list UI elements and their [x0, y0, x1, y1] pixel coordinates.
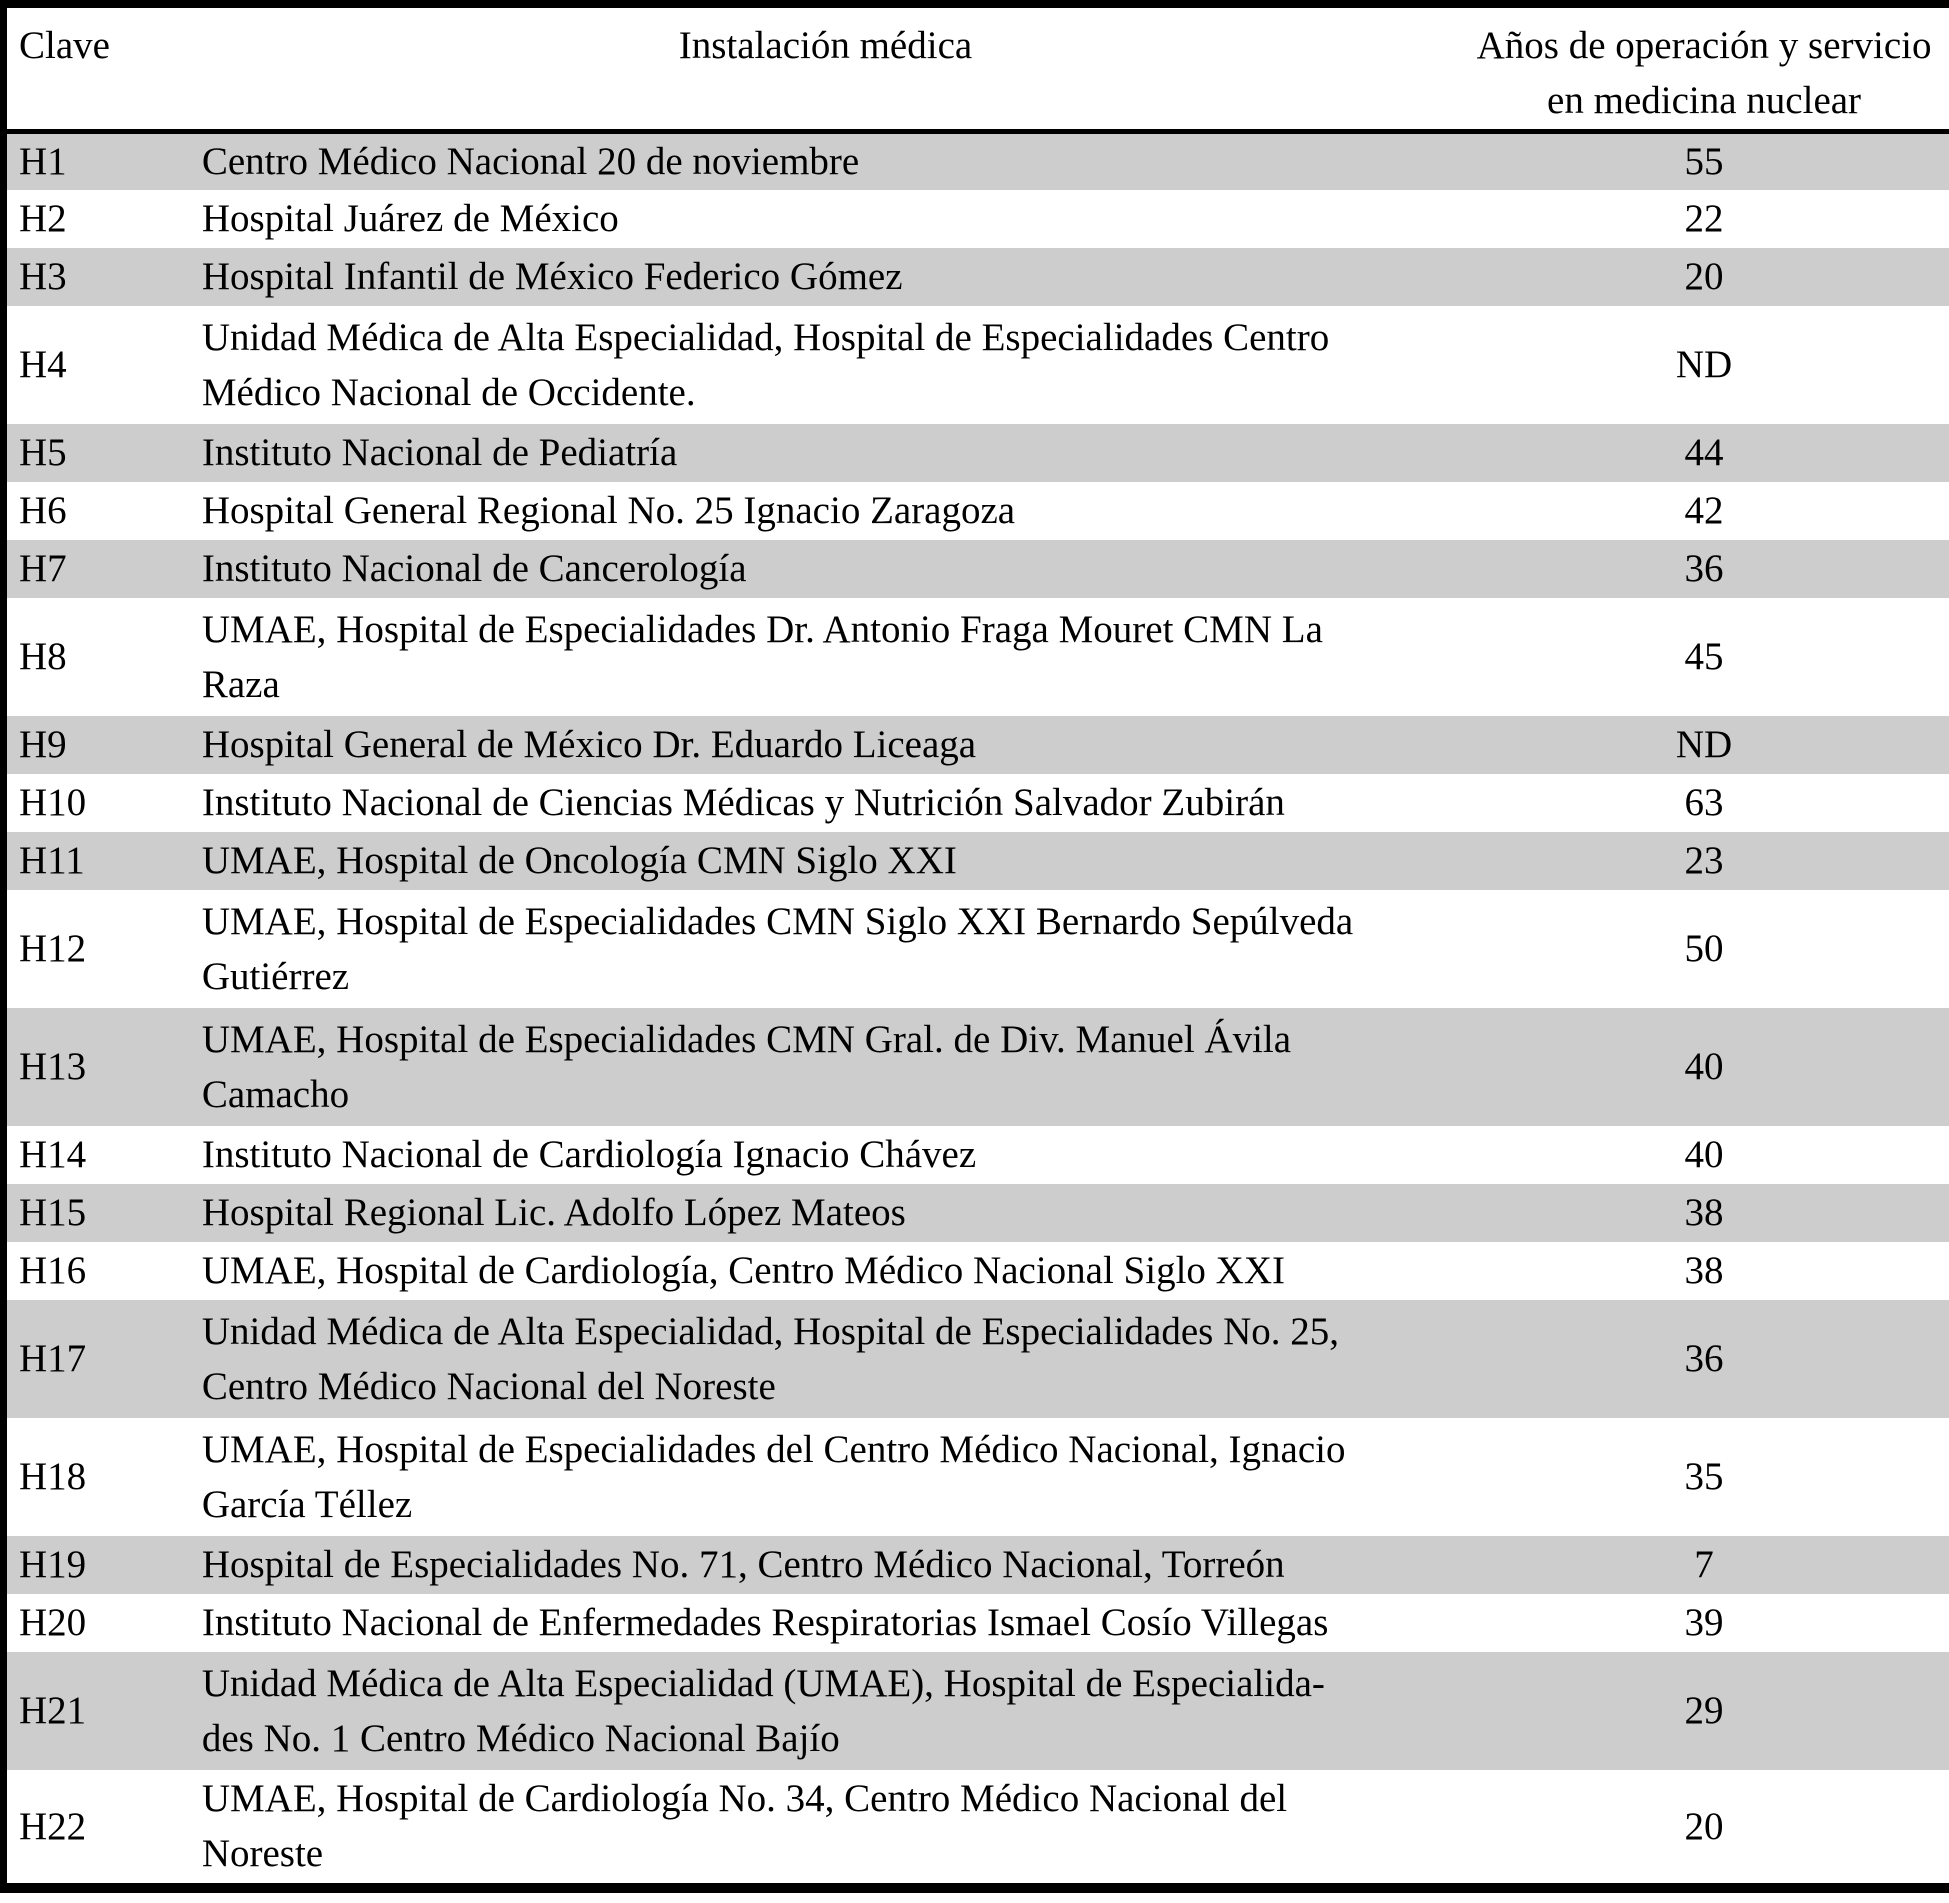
table-row: H7 Instituto Nacional de Cancerología 36: [3, 539, 1949, 598]
facility-name-cell: Hospital Regional Lic. Adolfo López Mate…: [201, 1191, 906, 1234]
column-header-anios: Años de operación y servicio en medicina…: [1459, 4, 1949, 134]
row-key-cell: H7: [19, 547, 67, 590]
years-value-cell: 45: [1684, 635, 1724, 678]
table-row: H6 Hospital General Regional No. 25 Ignac…: [4, 482, 1949, 540]
column-header-instalacion: Instalación médica: [191, 4, 1460, 134]
facility-name-cell: Instituto Nacional de Cardiología Ignaci…: [201, 1133, 977, 1176]
years-value-cell: 40: [1684, 1133, 1724, 1176]
facility-name-cell: UMAE, Hospital de Especialidades CMN Sig…: [201, 899, 1354, 998]
table-row: H1 Centro Médico Nacional 20 de noviembre…: [3, 131, 1949, 190]
years-value-cell: 36: [1684, 1337, 1724, 1380]
table-row: H22 UMAE, Hospital de Cardiología No. 34,…: [4, 1770, 1949, 1888]
table-row: H11 UMAE, Hospital de Oncología CMN Siglo…: [3, 831, 1949, 890]
years-value-cell: 38: [1684, 1191, 1724, 1234]
table-row: H19 Hospital de Especialidades No. 71, Ce…: [3, 1535, 1949, 1594]
row-key-cell: H13: [19, 1045, 87, 1088]
years-value-cell: 50: [1684, 927, 1724, 970]
row-key-cell: H17: [19, 1337, 87, 1380]
table-row: H12 UMAE, Hospital de Especialidades CMN …: [4, 890, 1949, 1008]
table-row: H18 UMAE, Hospital de Especialidades del …: [4, 1418, 1949, 1536]
years-value-cell: 29: [1684, 1689, 1724, 1732]
table-row: H20 Instituto Nacional de Enfermedades Re…: [4, 1594, 1949, 1652]
years-value-cell: ND: [1675, 723, 1733, 766]
years-value-cell: 63: [1684, 781, 1724, 824]
table-row: H5 Instituto Nacional de Pediatría 44: [3, 423, 1949, 482]
years-value-cell: 20: [1684, 255, 1724, 298]
row-key-cell: H19: [19, 1543, 87, 1586]
facility-name-cell: UMAE, Hospital de Cardiología, Centro Mé…: [201, 1249, 1285, 1292]
facility-name-cell: Unidad Médica de Alta Especialidad, Hosp…: [201, 1309, 1339, 1408]
table-row: H8 UMAE, Hospital de Especialidades Dr. A…: [4, 598, 1949, 716]
years-value-cell: 44: [1684, 431, 1724, 474]
row-key-cell: H11: [19, 839, 85, 882]
row-key-cell: H1: [19, 140, 67, 184]
table-row: H14 Instituto Nacional de Cardiología Ign…: [4, 1126, 1949, 1184]
facility-name-cell: Centro Médico Nacional 20 de noviembre: [201, 140, 860, 184]
row-key-cell: H5: [19, 431, 67, 474]
facility-name-cell: Instituto Nacional de Enfermedades Respi…: [201, 1601, 1329, 1644]
facility-name-cell: Instituto Nacional de Ciencias Médicas y…: [201, 781, 1285, 824]
row-key-cell: H16: [19, 1249, 87, 1292]
years-value-cell: 40: [1684, 1045, 1724, 1088]
row-key-cell: H22: [19, 1804, 87, 1848]
row-key-cell: H2: [19, 197, 67, 240]
table-row: H13 UMAE, Hospital de Especialidades CMN …: [3, 1007, 1949, 1126]
column-header-clave: Clave: [3, 4, 192, 134]
table-row: H9 Hospital General de México Dr. Eduardo…: [3, 715, 1949, 774]
facility-name-cell: UMAE, Hospital de Especialidades CMN Gra…: [201, 1017, 1292, 1116]
table-row: H15 Hospital Regional Lic. Adolfo López M…: [3, 1183, 1949, 1242]
facility-name-cell: Hospital General de México Dr. Eduardo L…: [201, 723, 977, 766]
row-key-cell: H20: [19, 1601, 87, 1644]
table-row: H4 Unidad Médica de Alta Especialidad, Ho…: [4, 306, 1949, 424]
row-key-cell: H3: [19, 255, 67, 298]
facility-name-cell: Hospital Infantil de México Federico Góm…: [201, 255, 903, 298]
years-value-cell: 55: [1684, 140, 1724, 184]
facility-name-cell: Unidad Médica de Alta Especialidad (UMAE…: [201, 1661, 1325, 1760]
facility-name-cell: Hospital de Especialidades No. 71, Centr…: [201, 1543, 1285, 1586]
years-value-cell: 35: [1684, 1455, 1724, 1498]
row-key-cell: H21: [19, 1689, 87, 1732]
years-value-cell: 7: [1694, 1543, 1714, 1586]
row-key-cell: H8: [19, 635, 67, 678]
facility-name-cell: Hospital Juárez de México: [201, 197, 619, 240]
table-row: H10 Instituto Nacional de Ciencias Médica…: [4, 774, 1949, 832]
years-value-cell: 20: [1684, 1804, 1724, 1848]
years-value-cell: 38: [1684, 1249, 1724, 1292]
facility-name-cell: UMAE, Hospital de Especialidades Dr. Ant…: [201, 607, 1323, 706]
row-key-cell: H15: [19, 1191, 87, 1234]
row-key-cell: H12: [19, 927, 87, 970]
years-value-cell: 42: [1684, 489, 1724, 532]
table-row: H2 Hospital Juárez de México 22: [4, 190, 1949, 248]
years-value-cell: 22: [1684, 197, 1724, 240]
table-row: H3 Hospital Infantil de México Federico G…: [3, 247, 1949, 306]
facility-name-cell: Unidad Médica de Alta Especialidad, Hosp…: [201, 315, 1330, 414]
row-key-cell: H9: [19, 723, 67, 766]
row-key-cell: H10: [19, 781, 87, 824]
years-value-cell: 39: [1684, 1601, 1724, 1644]
years-value-cell: 36: [1684, 547, 1724, 590]
facility-name-cell: UMAE, Hospital de Oncología CMN Siglo XX…: [201, 839, 957, 882]
header-row: Clave Instalación médica Años de operaci…: [3, 4, 1949, 134]
table-row: H16 UMAE, Hospital de Cardiología, Centro…: [4, 1242, 1949, 1300]
facility-name-cell: Hospital General Regional No. 25 Ignacio…: [201, 489, 1016, 532]
table-row: H21 Unidad Médica de Alta Especialidad (U…: [3, 1651, 1949, 1770]
facility-name-cell: UMAE, Hospital de Especialidades del Cen…: [201, 1427, 1346, 1526]
table-row: H17 Unidad Médica de Alta Especialidad, H…: [3, 1299, 1949, 1418]
row-key-cell: H4: [19, 343, 67, 386]
facility-name-cell: Instituto Nacional de Cancerología: [201, 547, 747, 590]
table-header: Clave Instalación médica Años de operaci…: [3, 4, 1949, 134]
table-body: H1 Centro Médico Nacional 20 de noviembre…: [3, 131, 1949, 1888]
row-key-cell: H14: [19, 1133, 87, 1176]
row-key-cell: H6: [19, 489, 67, 532]
years-value-cell: ND: [1675, 343, 1733, 386]
facility-name-cell: Instituto Nacional de Pediatría: [201, 431, 678, 474]
facility-name-cell: UMAE, Hospital de Cardiología No. 34, Ce…: [201, 1777, 1288, 1875]
years-value-cell: 23: [1684, 839, 1724, 882]
row-key-cell: H18: [19, 1455, 87, 1498]
